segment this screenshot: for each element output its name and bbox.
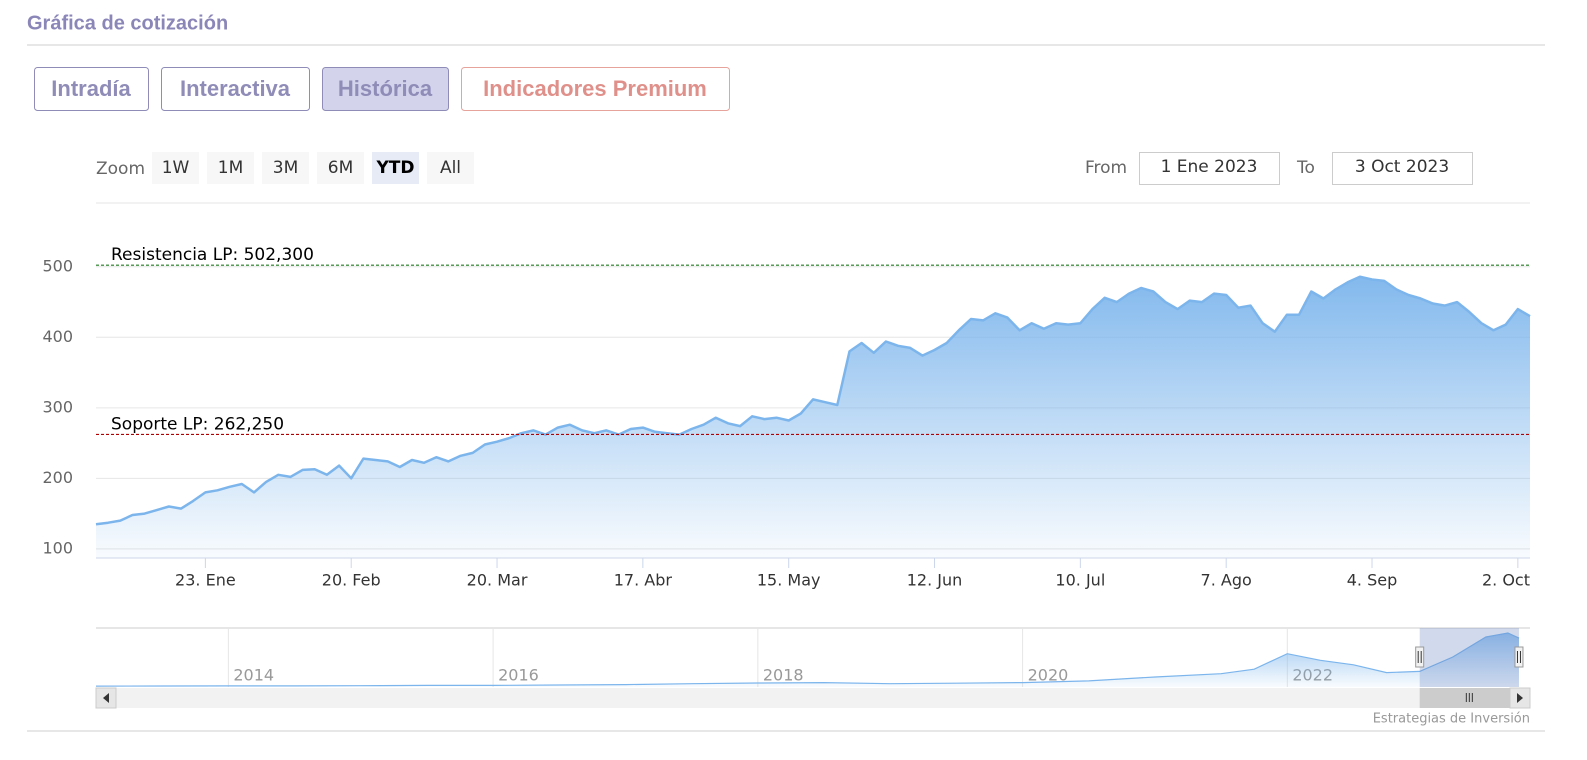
zoom-button-label[interactable]: 1W	[162, 158, 190, 178]
tab-button[interactable]	[161, 67, 310, 111]
scrollbar-track	[96, 688, 1530, 708]
x-tick-label: 2. Oct	[1482, 571, 1530, 590]
x-tick-label: 10. Jul	[1055, 571, 1105, 590]
y-tick-label: 100	[42, 538, 73, 557]
price-line	[95, 275, 1531, 526]
zoom-label: Zoom	[96, 159, 145, 179]
x-tick-label: 20. Feb	[322, 571, 381, 590]
navigator-area	[96, 633, 1519, 687]
x-tick-label: 12. Jun	[907, 571, 963, 590]
x-tick-label: 7. Ago	[1201, 571, 1252, 590]
zoom-button-label[interactable]: 1M	[218, 158, 243, 178]
zoom-button-label[interactable]: YTD	[375, 158, 414, 178]
zoom-button[interactable]	[262, 152, 309, 184]
tab-label[interactable]: Indicadores Premium	[483, 76, 707, 101]
navigator-tick-label: 2020	[1028, 666, 1069, 685]
zoom-button-label[interactable]: 3M	[273, 158, 298, 178]
x-tick-label: 17. Abr	[614, 571, 673, 590]
navigator-tick-label: 2016	[498, 666, 539, 685]
to-value[interactable]: 3 Oct 2023	[1355, 157, 1449, 177]
navigator-handle[interactable]	[1415, 646, 1425, 668]
from-value[interactable]: 1 Ene 2023	[1161, 157, 1258, 177]
zoom-button[interactable]	[207, 152, 254, 184]
arrow-left	[103, 693, 109, 703]
tab-button[interactable]	[322, 67, 449, 111]
zoom-button[interactable]	[152, 152, 199, 184]
navigator-tick-label: 2014	[233, 666, 274, 685]
x-tick-label: 23. Ene	[175, 571, 236, 590]
x-tick-label: 20. Mar	[467, 571, 528, 590]
to-label: To	[1296, 158, 1315, 178]
navigator-handle[interactable]	[1514, 646, 1524, 668]
to-input[interactable]	[1332, 152, 1473, 185]
arrow-right	[1517, 693, 1523, 703]
y-tick-label: 400	[42, 327, 73, 346]
tab-button[interactable]	[34, 67, 149, 111]
credits[interactable]: Estrategias de Inversión	[1373, 712, 1530, 727]
zoom-button[interactable]	[317, 152, 364, 184]
area-fill	[96, 276, 1530, 558]
widget-title: Gráfica de cotización	[27, 12, 228, 34]
x-tick-label: 4. Sep	[1347, 571, 1398, 590]
from-label: From	[1085, 158, 1127, 178]
tab-label[interactable]: Histórica	[338, 76, 433, 101]
zoom-button[interactable]	[427, 152, 474, 184]
plot-line-label: Resistencia LP: 502,300	[111, 245, 314, 265]
zoom-button-label[interactable]: All	[440, 158, 461, 178]
y-tick-label: 300	[42, 397, 73, 416]
from-input[interactable]	[1139, 152, 1280, 185]
navigator-tick-label: 2018	[763, 666, 804, 685]
navigator-mask	[1419, 628, 1519, 687]
y-tick-label: 500	[42, 256, 73, 275]
plot-line-label: Soporte LP: 262,250	[111, 414, 284, 434]
tab-label[interactable]: Intradía	[51, 76, 131, 101]
tab-label[interactable]: Interactiva	[180, 76, 291, 101]
x-tick-label: 15. May	[757, 571, 821, 590]
y-tick-label: 200	[42, 468, 73, 487]
navigator-line	[95, 632, 1520, 687]
zoom-button-label[interactable]: 6M	[328, 158, 353, 178]
zoom-button[interactable]	[372, 152, 419, 184]
tab-button[interactable]	[461, 67, 730, 111]
